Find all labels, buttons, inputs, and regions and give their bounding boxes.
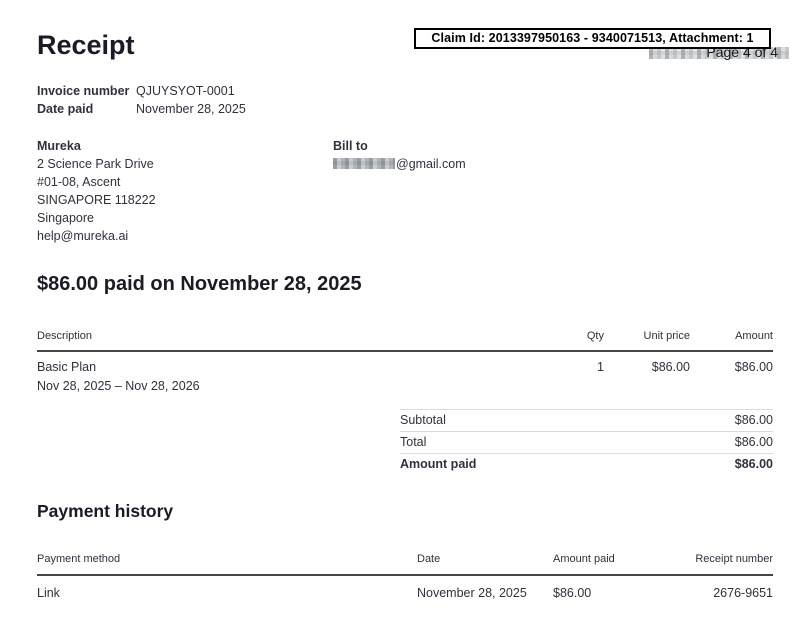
subtotal-row: Subtotal $86.00 xyxy=(400,409,773,431)
payment-date-value: November 28, 2025 xyxy=(417,586,527,600)
amount-paid-row: Amount paid $86.00 xyxy=(400,453,773,475)
line-items-header-row: Description Qty Unit price Amount xyxy=(37,330,773,352)
totals-block: Subtotal $86.00 Total $86.00 Amount paid… xyxy=(400,409,773,475)
payment-method-value: Link xyxy=(37,586,60,600)
subtotal-label: Subtotal xyxy=(400,413,446,427)
invoice-number-value: QJUYSYOT-0001 xyxy=(136,84,235,98)
item-amount: $86.00 xyxy=(734,360,773,374)
merchant-name: Mureka xyxy=(37,139,81,153)
total-label: Total xyxy=(400,435,427,449)
payment-history-title: Payment history xyxy=(37,501,174,521)
item-unit-price: $86.00 xyxy=(651,360,690,374)
header-description: Description xyxy=(37,330,93,342)
invoice-meta: Invoice number QJUYSYOT-0001 Date paid N… xyxy=(37,82,246,118)
merchant-address-line: Singapore xyxy=(37,211,94,225)
total-row: Total $86.00 xyxy=(400,431,773,453)
item-qty: 1 xyxy=(597,360,604,374)
merchant-address-line: #01-08, Ascent xyxy=(37,175,121,189)
payment-history-table: Payment method Date Amount paid Receipt … xyxy=(37,553,773,601)
line-items-table: Description Qty Unit price Amount Basic … xyxy=(37,330,773,394)
header-date: Date xyxy=(417,553,441,565)
bill-to-block: Bill to @gmail.com xyxy=(333,137,466,173)
subtotal-value: $86.00 xyxy=(734,413,773,427)
header-amount: Amount xyxy=(735,330,773,342)
header-payment-method: Payment method xyxy=(37,553,121,565)
date-paid-label: Date paid xyxy=(37,102,94,116)
payment-amount-value: $86.00 xyxy=(553,586,592,600)
redacted-email-prefix xyxy=(333,158,395,169)
receipt-number-value: 2676-9651 xyxy=(713,586,773,600)
merchant-support-email: help@mureka.ai xyxy=(37,229,129,243)
amount-paid-value: $86.00 xyxy=(734,457,773,471)
bill-to-email: @gmail.com xyxy=(333,155,466,173)
merchant-address-line: SINGAPORE 118222 xyxy=(37,193,156,207)
payment-history-header-row: Payment method Date Amount paid Receipt … xyxy=(37,553,773,576)
date-paid-value: November 28, 2025 xyxy=(136,102,246,116)
claim-id-banner: Claim Id: 2013397950163 - 9340071513, At… xyxy=(414,28,771,49)
item-service-period: Nov 28, 2025 – Nov 28, 2026 xyxy=(37,379,200,393)
header-amount-paid: Amount paid xyxy=(553,553,615,565)
header-unit-price: Unit price xyxy=(643,330,690,342)
merchant-address-line: 2 Science Park Drive xyxy=(37,157,154,171)
redacted-text-behind-page-indicator xyxy=(649,47,789,59)
bill-to-email-domain: @gmail.com xyxy=(396,157,466,171)
invoice-number-row: Invoice number QJUYSYOT-0001 xyxy=(37,82,246,100)
item-description: Basic Plan xyxy=(37,360,97,374)
amount-paid-headline: $86.00 paid on November 28, 2025 xyxy=(37,273,362,295)
amount-paid-label: Amount paid xyxy=(400,457,477,471)
header-receipt-number: Receipt number xyxy=(695,553,773,565)
table-row: Basic Plan 1 $86.00 $86.00 xyxy=(37,352,773,375)
header-qty: Qty xyxy=(586,330,604,342)
date-paid-row: Date paid November 28, 2025 xyxy=(37,100,246,118)
table-row: Link November 28, 2025 $86.00 2676-9651 xyxy=(37,576,773,601)
invoice-number-label: Invoice number xyxy=(37,84,130,98)
merchant-address-block: Mureka 2 Science Park Drive #01-08, Asce… xyxy=(37,137,156,245)
bill-to-label: Bill to xyxy=(333,139,368,153)
total-value: $86.00 xyxy=(734,435,773,449)
page-title: Receipt xyxy=(37,30,135,60)
